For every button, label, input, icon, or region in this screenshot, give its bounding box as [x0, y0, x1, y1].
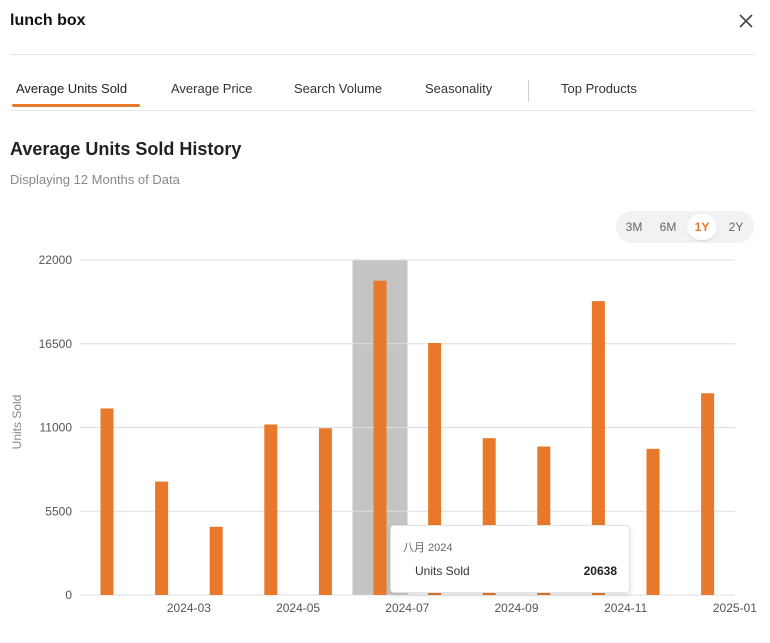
bar-2024-12: [646, 448, 660, 595]
bar-2024-02: [100, 408, 114, 595]
tooltip-value: 20638: [583, 564, 617, 578]
bar-2025-01: [701, 393, 715, 595]
y-tick-label: 16500: [39, 337, 73, 351]
bar-2024-03: [155, 481, 169, 595]
range-selector: 3M 6M 1Y 2Y: [616, 211, 754, 243]
close-icon[interactable]: [735, 10, 757, 32]
bar-2024-05: [264, 424, 278, 595]
tab-divider: [528, 80, 529, 102]
x-tick-label: 2024-07: [385, 601, 429, 615]
chart-tooltip: 八月 2024 Units Sold 20638: [390, 525, 630, 593]
range-6m-button[interactable]: 6M: [659, 220, 677, 234]
tab-search-volume[interactable]: Search Volume: [294, 81, 383, 96]
active-tab-indicator: [12, 104, 140, 107]
bar-2024-07: [373, 280, 387, 595]
tooltip-series-label: Units Sold: [415, 564, 470, 578]
y-tick-label: 22000: [39, 253, 73, 267]
tab-seasonality[interactable]: Seasonality: [425, 81, 493, 96]
x-tick-label: 2024-09: [494, 601, 538, 615]
tooltip-date: 八月 2024: [403, 542, 453, 554]
bar-2024-11: [591, 301, 605, 595]
tab-top-products[interactable]: Top Products: [561, 81, 637, 96]
x-tick-label: 2024-11: [604, 601, 647, 615]
range-2y-button[interactable]: 2Y: [728, 220, 744, 234]
bar-2024-04: [209, 526, 223, 595]
tab-bar: Average Units Sold Average Price Search …: [10, 70, 755, 111]
y-tick-label: 11000: [40, 421, 73, 435]
x-tick-label: 2024-03: [167, 601, 211, 615]
tab-average-units-sold[interactable]: Average Units Sold: [16, 81, 128, 96]
chart-subtitle: Displaying 12 Months of Data: [10, 172, 180, 187]
range-3m-button[interactable]: 3M: [625, 220, 643, 234]
y-tick-label: 0: [65, 588, 72, 602]
bar-2024-06: [318, 428, 332, 595]
panel-title: lunch box: [10, 12, 86, 29]
chart-title: Average Units Sold History: [10, 139, 242, 159]
x-tick-label: 2025-01: [713, 601, 757, 615]
tab-average-price[interactable]: Average Price: [171, 81, 253, 96]
x-tick-label: 2024-05: [276, 601, 320, 615]
y-axis-title: Units Sold: [10, 395, 24, 450]
range-1y-button[interactable]: 1Y: [687, 214, 717, 240]
panel-header: lunch box: [10, 0, 755, 55]
y-tick-label: 5500: [45, 504, 72, 518]
